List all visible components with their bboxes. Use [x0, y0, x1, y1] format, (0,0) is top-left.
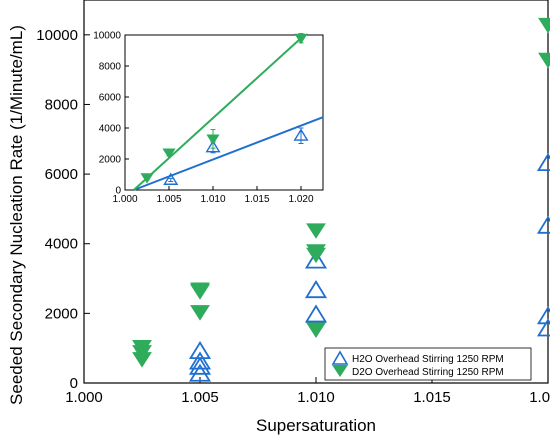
point-h2o — [293, 128, 309, 141]
fit-line-h2o — [133, 116, 324, 191]
main-y-tick-label: 0 — [70, 375, 78, 392]
inset-x-tick-label: 1.005 — [156, 194, 181, 205]
inset-x-tick-label: 1.000 — [112, 194, 137, 205]
point-h2o — [536, 306, 550, 325]
main-ticks: 1.000 1.005 1.010 1.015 1.020 0 2000 4000 6000 80… — [36, 27, 550, 406]
point-h2o — [188, 356, 212, 375]
inset-y-tick-label: 4000 — [99, 124, 122, 135]
main-y-tick-label: 4000 — [45, 236, 78, 253]
legend-label-h2o: H2O Overhead Stirring 1250 RPM — [352, 354, 504, 365]
inset-x-tick-label: 1.015 — [244, 194, 269, 205]
point-d2o — [538, 17, 550, 34]
point-h2o — [536, 152, 550, 172]
inset-plot-frame — [124, 34, 324, 191]
main-y-tick-label: 2000 — [45, 305, 78, 322]
inset-y-tick-label: 2000 — [99, 155, 122, 166]
point-d2o — [306, 322, 326, 339]
point-h2o — [188, 363, 212, 382]
point-h2o — [304, 304, 328, 323]
point-d2o — [162, 148, 176, 159]
fit-line-d2o — [133, 37, 302, 191]
y-axis-title: Seeded Secondary Nucleation Rate (1/Minu… — [7, 25, 26, 405]
main-y-tick-label: 6000 — [45, 166, 78, 183]
point-d2o — [294, 33, 308, 45]
legend-label-d2o: D2O Overhead Stirring 1250 RPM — [352, 367, 504, 378]
point-h2o — [163, 172, 179, 185]
inset-y-tick-label: 10000 — [93, 31, 121, 42]
legend-box — [324, 347, 532, 381]
legend-marker-d2o — [332, 365, 348, 377]
inset-fit-lines — [133, 37, 324, 191]
main-x-tick-label: 1.010 — [297, 389, 335, 406]
inset-y-tick-label: 8000 — [99, 62, 122, 73]
point-h2o — [205, 140, 221, 153]
inset-background — [125, 35, 323, 190]
inset-x-tick-label: 1.010 — [200, 194, 225, 205]
point-h2o — [304, 280, 328, 299]
point-d2o — [306, 223, 326, 239]
point-h2o — [188, 351, 212, 370]
inset-ticks: 1.000 1.005 1.010 1.015 1.020 0 2000 4000 6000 80… — [93, 31, 314, 206]
main-x-tick-label: 1.005 — [181, 389, 219, 406]
point-d2o — [538, 52, 550, 69]
main-x-tick-label: 1.000 — [65, 389, 103, 406]
legend: H2O Overhead Stirring 1250 RPM D2O Overh… — [324, 347, 532, 381]
point-d2o — [132, 352, 152, 368]
point-d2o — [190, 284, 210, 300]
main-points — [132, 17, 550, 382]
point-d2o — [190, 305, 210, 321]
point-h2o — [536, 215, 550, 234]
main-y-tick-label: 8000 — [45, 96, 78, 113]
point-d2o — [140, 173, 154, 184]
point-d2o — [206, 134, 220, 145]
point-d2o — [306, 247, 326, 264]
inset-points — [140, 32, 309, 185]
inset-x-tick-label: 1.020 — [288, 194, 313, 205]
point-h2o — [188, 340, 212, 360]
main-x-tick-label: 1.015 — [413, 389, 451, 406]
legend-marker-h2o — [331, 350, 349, 365]
point-h2o — [304, 250, 328, 269]
main-x-tick-label: 1.020 — [529, 389, 550, 406]
inset-y-tick-label: 6000 — [99, 93, 122, 104]
main-y-tick-label: 10000 — [36, 27, 78, 44]
x-axis-title: Supersaturation — [256, 416, 376, 435]
point-h2o — [536, 318, 550, 337]
inset-y-tick-label: 0 — [115, 186, 121, 197]
